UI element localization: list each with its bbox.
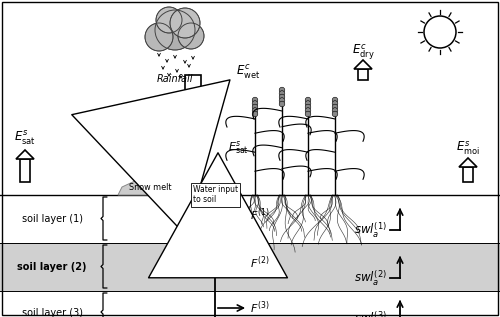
Text: Rainfall: Rainfall [157,74,193,84]
Text: soil layer (1): soil layer (1) [22,214,82,224]
Circle shape [332,108,338,113]
Circle shape [252,111,258,117]
Circle shape [332,101,338,106]
Circle shape [305,111,311,117]
Text: $F^{(1)}$: $F^{(1)}$ [250,207,270,223]
Text: Water input
to soil: Water input to soil [193,185,238,204]
Circle shape [252,108,258,113]
Text: $swl^{(3)}_a$: $swl^{(3)}_a$ [354,309,387,317]
Polygon shape [178,121,208,135]
Circle shape [424,16,456,48]
Text: $F^{(3)}$: $F^{(3)}$ [250,300,270,316]
Circle shape [279,94,285,100]
Text: $E^s_{\rm moi}$: $E^s_{\rm moi}$ [456,139,480,157]
Circle shape [279,101,285,107]
Text: $E^s_{\rm sat}$: $E^s_{\rm sat}$ [228,139,249,157]
Circle shape [279,87,285,93]
Bar [20,159,30,182]
Circle shape [305,97,311,103]
Circle shape [145,23,173,51]
Text: $E^c_{\rm dry}$: $E^c_{\rm dry}$ [352,42,374,62]
Text: $F^{(2)}$: $F^{(2)}$ [250,255,270,271]
Polygon shape [16,150,34,159]
Circle shape [279,91,285,96]
Text: $E^s_{\rm sat}$: $E^s_{\rm sat}$ [14,129,36,147]
Bar [186,138,200,180]
Circle shape [156,7,182,33]
Text: $E^c_{\rm wet}$: $E^c_{\rm wet}$ [236,63,260,81]
Circle shape [252,104,258,110]
Text: $swl^{(1)}_a$: $swl^{(1)}_a$ [354,220,387,240]
Bar [358,69,368,80]
Circle shape [305,101,311,106]
Circle shape [252,97,258,103]
Bar [185,75,201,121]
Circle shape [305,108,311,113]
Polygon shape [354,60,372,69]
Circle shape [252,101,258,106]
Circle shape [155,10,195,50]
Polygon shape [118,179,183,195]
Text: $swl^{(2)}_a$: $swl^{(2)}_a$ [354,268,387,288]
Polygon shape [459,158,477,167]
Circle shape [170,8,200,38]
Circle shape [332,97,338,103]
Text: soil layer (3): soil layer (3) [22,308,82,317]
Bar [463,167,473,182]
Text: Snow melt: Snow melt [129,184,171,192]
Text: soil layer (2): soil layer (2) [17,262,87,272]
Circle shape [332,104,338,110]
Bar [0,243,500,291]
Polygon shape [180,180,206,193]
Circle shape [178,23,204,49]
Circle shape [305,104,311,110]
Circle shape [279,98,285,103]
Circle shape [332,111,338,117]
